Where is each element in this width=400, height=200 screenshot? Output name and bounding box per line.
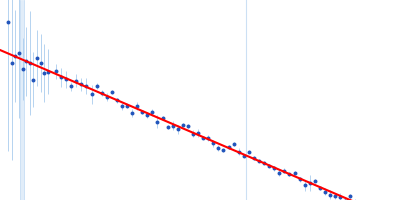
Point	[164, 126, 171, 129]
Point	[154, 120, 161, 123]
Point	[5, 21, 11, 24]
Point	[53, 70, 59, 73]
Point	[93, 85, 100, 88]
Point	[38, 62, 44, 65]
Point	[210, 142, 216, 145]
Point	[88, 93, 95, 96]
Point	[256, 159, 262, 162]
Point	[291, 172, 298, 175]
Point	[185, 124, 191, 128]
Point	[109, 90, 115, 94]
Point	[347, 195, 354, 198]
Point	[317, 186, 323, 190]
Point	[200, 136, 206, 139]
Point	[190, 132, 196, 135]
Point	[281, 169, 288, 172]
Point	[12, 54, 18, 58]
Point	[124, 104, 130, 107]
Point	[27, 61, 33, 64]
Point	[266, 164, 272, 167]
Point	[337, 195, 343, 198]
Point	[8, 61, 15, 64]
Point	[261, 161, 267, 164]
Point	[302, 184, 308, 187]
Point	[58, 76, 64, 79]
Point	[332, 195, 338, 198]
Point	[296, 178, 303, 181]
Point	[34, 56, 40, 59]
Point	[104, 95, 110, 98]
Point	[342, 199, 348, 200]
Point	[41, 72, 48, 75]
Point	[215, 146, 222, 150]
Point	[139, 110, 146, 114]
Point	[251, 157, 257, 160]
Point	[225, 145, 232, 149]
Point	[174, 128, 181, 131]
Point	[170, 124, 176, 127]
Point	[19, 67, 26, 71]
Point	[78, 83, 84, 86]
Point	[240, 154, 247, 157]
Point	[276, 172, 282, 175]
Point	[149, 111, 156, 114]
Point	[236, 150, 242, 153]
Point	[144, 114, 150, 117]
Point	[16, 51, 22, 54]
Point	[322, 190, 328, 193]
Point	[306, 181, 313, 185]
Point	[134, 104, 140, 108]
Point	[180, 123, 186, 126]
Point	[129, 111, 135, 114]
Point	[119, 105, 125, 108]
Point	[68, 85, 74, 88]
Point	[327, 193, 333, 196]
Point	[114, 99, 120, 102]
Point	[312, 179, 318, 182]
Point	[63, 78, 69, 81]
Point	[220, 149, 227, 152]
Point	[73, 79, 80, 82]
Point	[286, 173, 293, 176]
Point	[230, 143, 237, 146]
Point	[271, 167, 278, 170]
Point	[30, 78, 37, 81]
Point	[195, 131, 201, 134]
Point	[159, 117, 166, 120]
Point	[98, 92, 105, 95]
Point	[23, 60, 29, 63]
Point	[205, 136, 212, 139]
Point	[45, 70, 51, 73]
Point	[246, 150, 252, 153]
Point	[83, 85, 90, 88]
